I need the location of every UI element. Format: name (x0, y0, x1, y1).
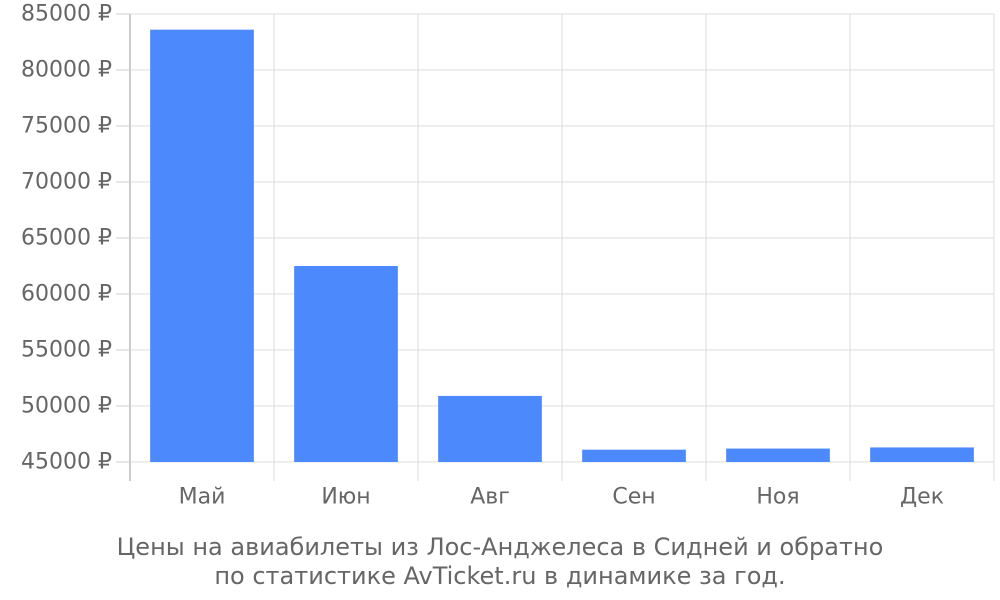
x-tick-label: Ноя (756, 485, 799, 510)
y-tick-label: 60000 ₽ (21, 282, 112, 307)
bar-3 (438, 395, 542, 462)
y-tick-label: 50000 ₽ (21, 394, 112, 419)
bar-1 (150, 29, 254, 463)
bar-4 (582, 449, 686, 462)
y-tick-label: 85000 ₽ (21, 2, 112, 27)
chart-caption-line-1: Цены на авиабилеты из Лос-Анджелеса в Си… (116, 533, 884, 561)
x-tick-label: Авг (470, 485, 510, 510)
bar-2 (294, 266, 398, 462)
chart-caption-line-2: по статистике AvTicket.ru в динамике за … (214, 562, 786, 590)
y-tick-label: 75000 ₽ (21, 114, 112, 139)
y-tick-label: 80000 ₽ (21, 58, 112, 83)
y-tick-label: 65000 ₽ (21, 226, 112, 251)
x-tick-label: Сен (612, 485, 655, 510)
y-tick-label: 70000 ₽ (21, 170, 112, 195)
bar-5 (726, 448, 830, 462)
bar-chart-plot: 45000 ₽ 50000 ₽ 55000 ₽ 60000 ₽ 65000 ₽ 70000… (21, 2, 995, 510)
x-tick-label: Май (179, 485, 226, 510)
x-tick-label: Июн (321, 485, 370, 510)
bar-6 (870, 447, 974, 462)
y-tick-label: 55000 ₽ (21, 338, 112, 363)
y-tick-label: 45000 ₽ (21, 450, 112, 475)
x-tick-label: Дек (900, 485, 944, 510)
